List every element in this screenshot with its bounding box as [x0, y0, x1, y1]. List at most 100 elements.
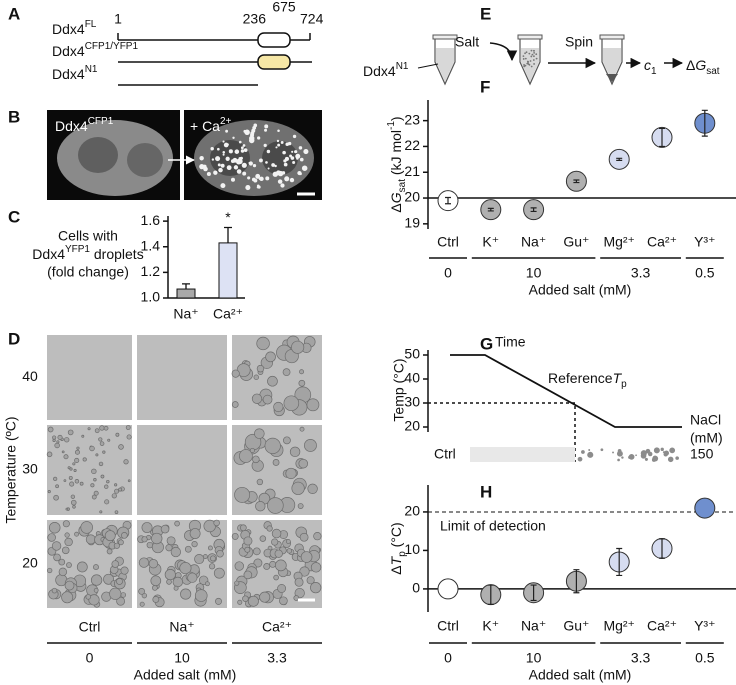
- droplet: [271, 163, 275, 167]
- group-label: 0.5: [695, 265, 715, 281]
- droplet: [82, 457, 87, 462]
- precipitate: [524, 64, 527, 67]
- y-axis-label: Cells with: [58, 228, 118, 244]
- droplet: [282, 150, 286, 155]
- droplet: [299, 426, 305, 432]
- y-tick-label: 0: [412, 580, 420, 596]
- droplet: [292, 134, 297, 139]
- text-part: ): [388, 116, 404, 121]
- tube-rim: [517, 34, 543, 40]
- droplet: [80, 521, 93, 534]
- droplet: [247, 176, 251, 180]
- error-bar: [573, 569, 580, 594]
- droplet: [276, 139, 280, 143]
- error-bar: [487, 584, 494, 605]
- droplet: [285, 467, 297, 480]
- step-label: Spin: [565, 34, 593, 50]
- x-tick-label: K⁺: [482, 618, 499, 634]
- droplet: [299, 369, 305, 375]
- droplet: [141, 522, 153, 534]
- precipitate: [533, 51, 536, 54]
- residue-label: 1: [114, 11, 122, 27]
- y-axis-label: Ddx4YFP1 droplets: [32, 244, 143, 262]
- droplet: [218, 167, 223, 173]
- precipitate: [523, 65, 526, 68]
- droplet: [64, 580, 75, 591]
- text-part: G: [695, 57, 706, 73]
- y-tick-label: 19: [404, 215, 420, 231]
- droplet: [217, 147, 220, 151]
- droplet: [213, 170, 218, 175]
- droplet: [139, 601, 145, 607]
- group-label: 3.3: [631, 650, 651, 666]
- salt-label: NaCl: [690, 412, 721, 428]
- precipitate: [533, 55, 535, 58]
- droplet: [621, 456, 624, 459]
- droplet: [207, 545, 213, 551]
- droplet: [313, 531, 322, 541]
- text-part: p: [621, 379, 627, 390]
- droplet: [172, 576, 183, 588]
- droplet: [52, 435, 57, 440]
- droplet: [114, 488, 120, 494]
- text-part: 2+: [220, 116, 232, 127]
- droplet: [91, 468, 97, 475]
- precipitate: [524, 52, 526, 55]
- droplet: [65, 507, 69, 511]
- droplet: [74, 457, 80, 463]
- droplet: [120, 592, 127, 598]
- droplet: [293, 595, 300, 601]
- y-tick-label: 21: [404, 163, 420, 179]
- text-part: Ddx4: [363, 63, 396, 79]
- droplet: [74, 531, 79, 537]
- droplet: [242, 171, 247, 176]
- droplet: [234, 149, 240, 154]
- droplet: [257, 136, 261, 140]
- droplet: [256, 336, 270, 351]
- droplet: [203, 166, 208, 172]
- droplet: [274, 164, 277, 168]
- text-part: N1: [396, 61, 409, 72]
- droplet: [253, 123, 258, 128]
- panel-letter: C: [8, 207, 20, 226]
- text-part: G: [388, 192, 404, 203]
- droplet: [266, 149, 271, 154]
- droplet: [264, 128, 268, 132]
- droplet: [55, 484, 59, 489]
- point: [694, 497, 716, 519]
- panel-letter: E: [480, 4, 491, 23]
- droplet: [194, 554, 205, 565]
- reference-label: ReferenceTp: [548, 370, 627, 390]
- droplet: [249, 135, 255, 141]
- precipitate: [526, 60, 529, 63]
- droplet: [54, 442, 60, 449]
- droplet: [236, 169, 242, 174]
- point: [437, 578, 459, 600]
- limit-label: Limit of detection: [440, 518, 546, 534]
- droplet: [47, 567, 53, 574]
- droplet: [179, 562, 192, 575]
- error-bar: [659, 127, 665, 148]
- droplet: [146, 541, 154, 549]
- y-axis-label: ΔTp (°C): [388, 522, 408, 574]
- droplet: [588, 449, 591, 451]
- droplet: [299, 566, 310, 577]
- droplet: [231, 369, 240, 378]
- pointer: [417, 63, 439, 69]
- cell: [194, 120, 314, 196]
- droplet: [103, 425, 109, 431]
- droplet: [653, 447, 660, 454]
- text-part: (°C): [388, 522, 404, 551]
- droplet: [291, 481, 305, 495]
- droplet: [114, 483, 118, 487]
- x-tick-label: Gu⁺: [563, 234, 589, 250]
- droplet: [286, 548, 293, 554]
- droplet: [230, 177, 236, 182]
- droplet: [47, 426, 54, 433]
- precipitate: [533, 63, 535, 65]
- precipitate: [530, 55, 533, 58]
- precipitate: [535, 53, 538, 56]
- y-tick-label: 10: [404, 541, 420, 557]
- x-axis-label: Added salt (mM): [134, 667, 237, 683]
- droplet: [243, 536, 253, 546]
